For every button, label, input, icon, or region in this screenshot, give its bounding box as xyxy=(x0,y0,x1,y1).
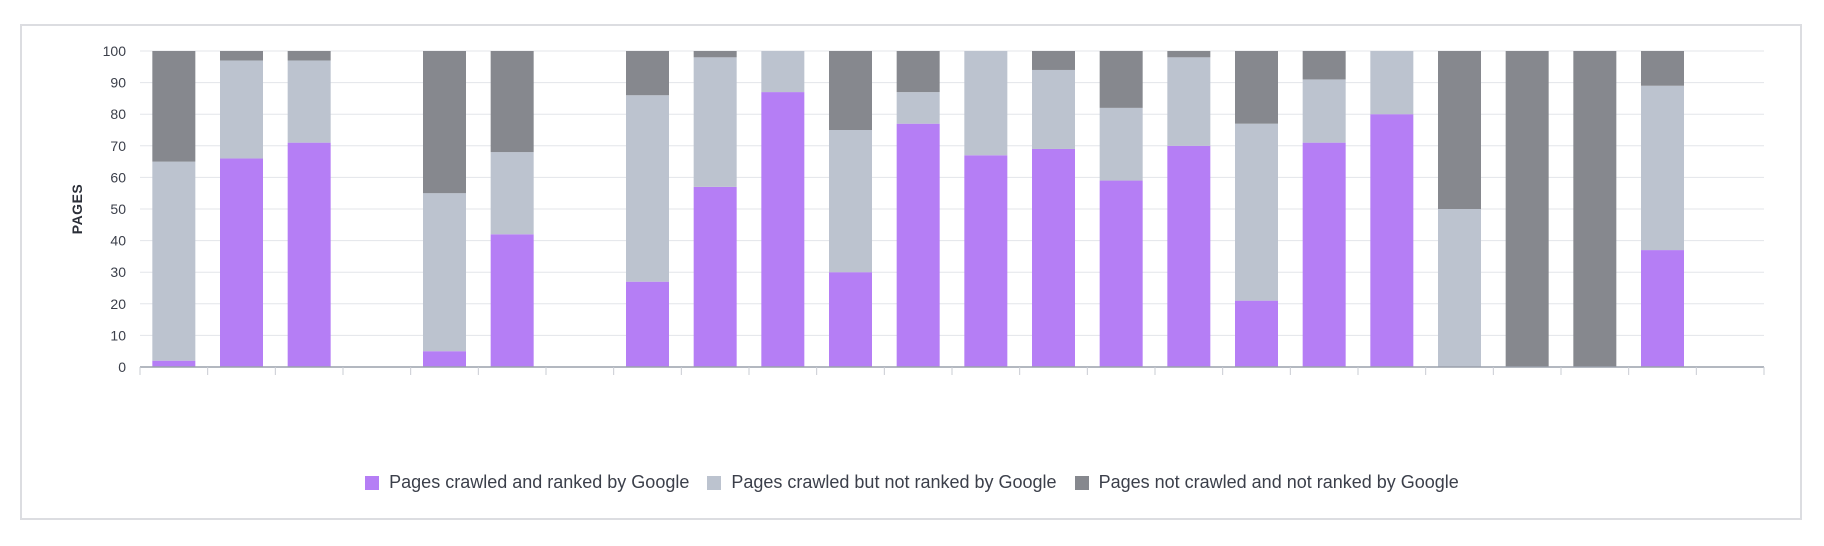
bar-segment-11-1 xyxy=(896,92,940,124)
bar-segment-14-2 xyxy=(1099,51,1143,108)
bar-segment-15-2 xyxy=(1167,51,1211,58)
y-tick-label-100: 100 xyxy=(103,43,127,59)
y-tick-label-80: 80 xyxy=(110,106,126,122)
bar-segment-5-0 xyxy=(490,234,534,367)
bar-segment-5-1 xyxy=(490,152,534,235)
bar-segment-10-2 xyxy=(829,51,872,130)
bar-segment-1-2 xyxy=(220,51,263,61)
legend-item-crawled-not-ranked[interactable]: Pages crawled but not ranked by Google xyxy=(707,472,1057,493)
bar-segment-0-2 xyxy=(152,51,196,162)
bar-segment-0-1 xyxy=(152,161,196,361)
bar-segment-18-1 xyxy=(1370,51,1414,115)
bar-segment-4-1 xyxy=(423,193,466,352)
bar-segment-14-1 xyxy=(1099,107,1143,181)
bar-segment-19-1 xyxy=(1438,209,1481,367)
bar-segment-16-2 xyxy=(1235,51,1278,124)
bar-segment-4-0 xyxy=(423,351,466,367)
legend-label-not-crawled: Pages not crawled and not ranked by Goog… xyxy=(1098,472,1459,492)
bar-segment-10-1 xyxy=(829,130,872,273)
bar-segment-1-0 xyxy=(220,158,263,367)
y-tick-label-20: 20 xyxy=(110,296,126,312)
bar-segment-7-1 xyxy=(626,95,669,282)
y-tick-label-70: 70 xyxy=(110,138,126,154)
bar-segment-8-2 xyxy=(693,51,737,58)
legend-item-not-crawled[interactable]: Pages not crawled and not ranked by Goog… xyxy=(1074,472,1459,493)
bar-segment-15-0 xyxy=(1167,145,1211,367)
bar-segment-10-0 xyxy=(829,272,872,367)
legend-swatch-crawled-ranked xyxy=(365,475,380,490)
bar-segment-8-0 xyxy=(693,186,737,367)
bar-segment-13-2 xyxy=(1032,51,1075,70)
legend-item-crawled-ranked[interactable]: Pages crawled and ranked by Google xyxy=(365,472,689,493)
y-tick-label-60: 60 xyxy=(110,169,126,185)
legend-swatch-crawled-not-ranked xyxy=(707,475,722,490)
bar-segment-2-2 xyxy=(287,51,331,61)
y-tick-label-50: 50 xyxy=(110,201,126,217)
bar-segment-20-2 xyxy=(1505,51,1549,367)
y-tick-label-0: 0 xyxy=(118,359,126,375)
bar-segment-22-2 xyxy=(1641,51,1684,86)
bar-segment-7-2 xyxy=(626,51,669,96)
legend-label-crawled-not-ranked: Pages crawled but not ranked by Google xyxy=(731,472,1057,492)
bar-segment-4-2 xyxy=(423,51,466,194)
bar-segment-2-1 xyxy=(287,60,331,143)
y-tick-label-30: 30 xyxy=(110,264,126,280)
bar-segment-15-1 xyxy=(1167,57,1211,146)
bar-segment-18-0 xyxy=(1370,114,1414,367)
legend-swatch-not-crawled xyxy=(1074,475,1089,490)
bar-segment-2-0 xyxy=(287,142,331,367)
bar-segment-17-1 xyxy=(1302,79,1346,143)
bar-segment-9-0 xyxy=(761,92,805,367)
y-axis-title: PAGES xyxy=(69,184,85,234)
bar-segment-16-1 xyxy=(1235,123,1278,301)
bar-segment-11-2 xyxy=(896,51,940,93)
y-tick-label-40: 40 xyxy=(110,233,126,249)
bar-segment-12-1 xyxy=(964,51,1008,156)
bar-segment-5-2 xyxy=(490,51,534,153)
bar-segment-22-0 xyxy=(1641,250,1684,367)
bar-segment-11-0 xyxy=(896,123,940,368)
bar-segment-9-1 xyxy=(761,51,805,93)
bar-segment-7-0 xyxy=(626,281,669,367)
bar-segment-22-1 xyxy=(1641,85,1684,251)
chart-legend: Pages crawled and ranked by Google Pages… xyxy=(0,472,1824,493)
legend-label-crawled-ranked: Pages crawled and ranked by Google xyxy=(389,472,690,492)
bar-segment-0-0 xyxy=(152,360,196,367)
bar-segment-17-0 xyxy=(1302,142,1346,367)
y-tick-label-10: 10 xyxy=(110,327,126,343)
bar-segment-1-1 xyxy=(220,60,263,159)
bar-segment-16-0 xyxy=(1235,300,1278,367)
bar-segment-12-0 xyxy=(964,155,1008,367)
bar-segment-8-1 xyxy=(693,57,737,187)
bar-segment-13-0 xyxy=(1032,148,1075,367)
bar-segment-19-2 xyxy=(1438,51,1481,209)
bar-segment-13-1 xyxy=(1032,69,1075,149)
y-tick-label-90: 90 xyxy=(110,75,126,91)
bar-segment-14-0 xyxy=(1099,180,1143,367)
bar-segment-21-2 xyxy=(1573,51,1617,367)
bar-segment-17-2 xyxy=(1302,51,1346,80)
